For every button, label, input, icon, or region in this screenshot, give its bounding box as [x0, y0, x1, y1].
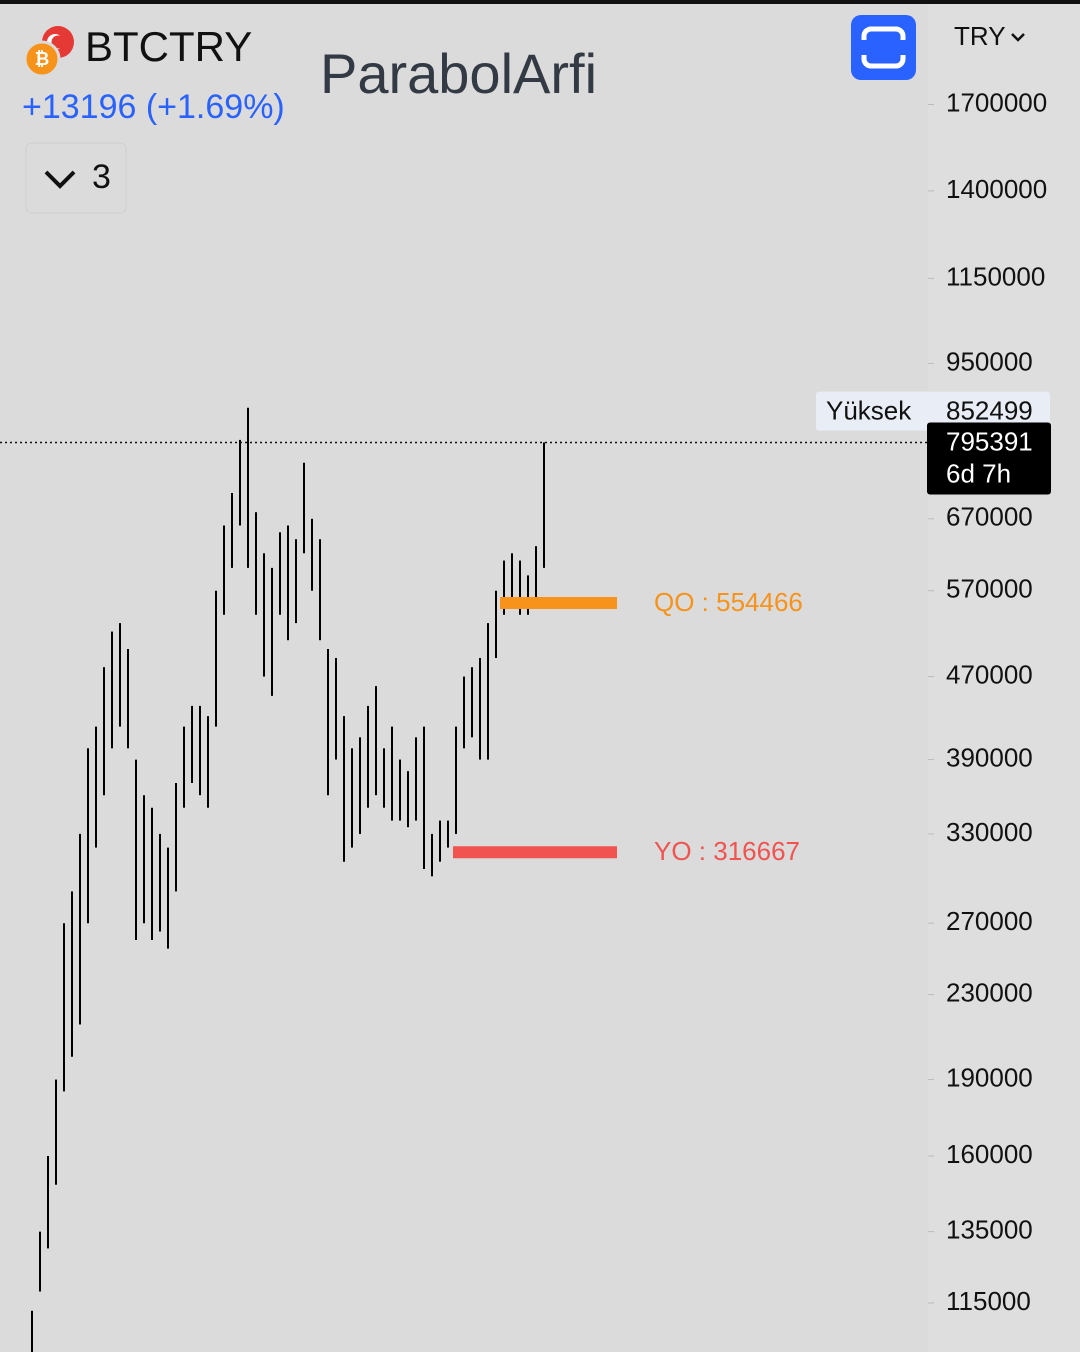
last-price-box: [927, 422, 1051, 495]
y-tick-label: 670000: [946, 502, 1033, 532]
price-axis: [928, 0, 1080, 1352]
fullscreen-button[interactable]: [851, 15, 916, 80]
symbol: BTCTRY: [85, 23, 252, 70]
high-marker-label: Yüksek: [826, 395, 912, 425]
y-tick-label: 1700000: [946, 87, 1047, 117]
high-marker-value: 852499: [946, 395, 1033, 425]
y-tick-label: 470000: [946, 659, 1033, 689]
y-tick-label: 160000: [946, 1139, 1033, 1169]
y-tick-label: 270000: [946, 906, 1033, 936]
symbol-icon: ₿: [23, 26, 74, 78]
indicator-toggle[interactable]: 3: [25, 142, 127, 214]
price-change: +13196 (+1.69%): [22, 88, 285, 126]
top-border: [0, 0, 1080, 4]
level-label: YO : 316667: [654, 836, 800, 866]
y-tick-label: 570000: [946, 574, 1033, 604]
high-marker-box: [816, 391, 1050, 431]
y-tick-label: 1150000: [946, 261, 1045, 291]
level-label: QO : 554466: [654, 587, 803, 617]
watermark: ParabolArfi: [320, 42, 597, 105]
y-tick-label: 115000: [946, 1286, 1031, 1316]
y-tick-label: 950000: [946, 346, 1033, 376]
y-tick-label: 330000: [946, 817, 1033, 847]
last-price-label: 795391: [946, 426, 1033, 456]
currency-caret[interactable]: [1011, 33, 1025, 42]
countdown: 6d 7h: [946, 458, 1011, 488]
indicator-count: 3: [92, 158, 111, 196]
currency[interactable]: TRY: [954, 21, 1006, 51]
y-tick-label: 1400000: [946, 174, 1047, 204]
svg-text:₿: ₿: [35, 49, 50, 69]
y-tick-label: 230000: [946, 977, 1033, 1007]
marks: [31, 407, 617, 1352]
y-tick-label: 390000: [946, 742, 1033, 772]
y-tick-label: 190000: [946, 1062, 1033, 1092]
y-tick-label: 135000: [946, 1214, 1033, 1244]
